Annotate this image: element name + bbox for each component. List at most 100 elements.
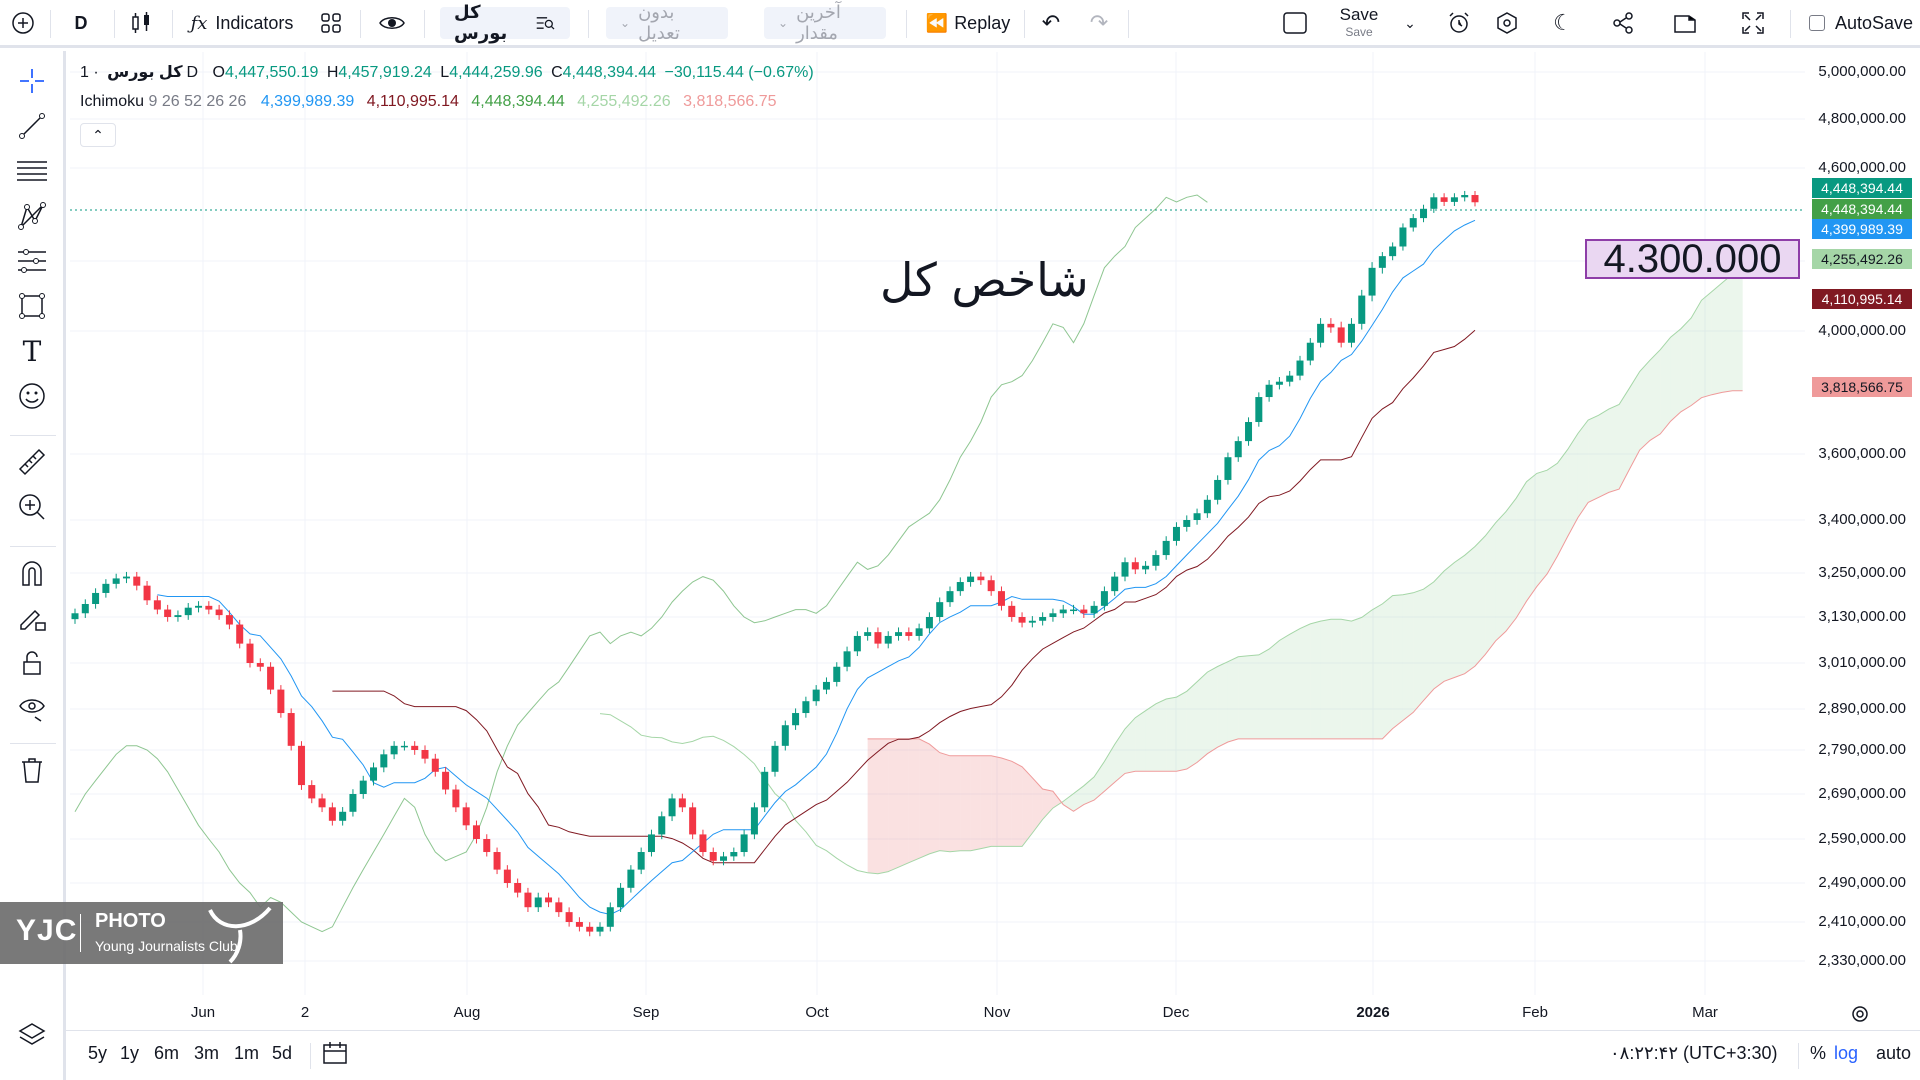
- candle-body: [122, 576, 130, 579]
- cloud-segment: [1258, 649, 1270, 739]
- rectangle-icon[interactable]: [14, 288, 50, 324]
- save-sublabel: Save: [1345, 25, 1373, 39]
- range-6m[interactable]: 6m: [154, 1043, 180, 1063]
- candle-body: [1368, 267, 1376, 296]
- cloud-segment: [1310, 621, 1321, 739]
- fib-lines-icon[interactable]: [14, 153, 50, 189]
- candle-body: [1172, 526, 1180, 541]
- gear-icon[interactable]: [1850, 1004, 1870, 1029]
- yjc-watermark: YJC PHOTO Young Journalists Club: [0, 902, 283, 964]
- replay-button[interactable]: ⏪ Replay: [922, 0, 1014, 46]
- span-b-value: 3,818,566.75: [683, 93, 777, 110]
- candle-body: [390, 745, 398, 755]
- forecast-icon[interactable]: [14, 243, 50, 279]
- candle-body: [184, 607, 192, 616]
- cloud-segment: [1361, 609, 1373, 739]
- candle-body: [1100, 591, 1108, 606]
- date-range-icon[interactable]: [322, 1041, 350, 1072]
- candle-body: [1049, 613, 1057, 617]
- plus-icon[interactable]: [8, 0, 38, 46]
- share-icon[interactable]: [1608, 0, 1638, 46]
- interval-button[interactable]: D: [74, 12, 88, 33]
- crosshair-icon[interactable]: [14, 63, 50, 99]
- pencil-lock-icon[interactable]: [14, 600, 50, 636]
- indicators-button[interactable]: ƒx Indicators: [186, 0, 298, 46]
- candle-body: [689, 807, 697, 835]
- cloud-segment: [929, 744, 940, 854]
- layers-icon[interactable]: [14, 1017, 50, 1053]
- cloud-segment: [1052, 791, 1064, 809]
- snapshot-icon[interactable]: [1670, 0, 1700, 46]
- collapse-legend-button[interactable]: ⌃: [80, 123, 116, 147]
- range-1m[interactable]: 1m: [234, 1043, 260, 1063]
- log-toggle[interactable]: log: [1834, 1043, 1859, 1063]
- settings-hex-icon[interactable]: [1492, 0, 1522, 46]
- moon-icon[interactable]: ☾: [1553, 10, 1573, 35]
- range-5y[interactable]: 5y: [88, 1043, 108, 1063]
- auto-toggle[interactable]: auto: [1876, 1043, 1912, 1063]
- undo-icon[interactable]: ↶: [1041, 10, 1061, 35]
- price-badge: 4,448,394.44: [1812, 199, 1912, 219]
- redo-icon[interactable]: ↷: [1089, 10, 1109, 35]
- range-5d[interactable]: 5d: [272, 1043, 293, 1063]
- ruler-icon[interactable]: [14, 444, 50, 480]
- emoji-icon[interactable]: [14, 378, 50, 414]
- layout-square-icon[interactable]: [1280, 0, 1310, 46]
- chevron-down-icon[interactable]: ⌄: [1404, 14, 1416, 31]
- time-tick-label: Jun: [190, 1004, 216, 1021]
- cloud-segment: [919, 738, 930, 859]
- zoom-in-icon[interactable]: [14, 489, 50, 525]
- candle-body: [802, 701, 810, 714]
- time-tick-label: Nov: [983, 1004, 1011, 1021]
- cloud-segment: [960, 755, 971, 851]
- span-a-value: 4,255,492.26: [577, 93, 671, 110]
- trend-line-icon[interactable]: [14, 108, 50, 144]
- candle-body: [874, 632, 882, 644]
- price-tick-label: 2,410,000.00: [1818, 913, 1906, 930]
- eye-hide-icon[interactable]: [14, 690, 50, 726]
- pattern-icon[interactable]: [14, 198, 50, 234]
- eye-icon[interactable]: [374, 0, 410, 46]
- candle-body: [411, 745, 419, 750]
- candle-body: [287, 713, 295, 746]
- cloud-segment: [1372, 603, 1383, 739]
- legend-h-label: H: [326, 64, 339, 81]
- candle-body: [956, 582, 964, 592]
- magnet-icon[interactable]: [14, 555, 50, 591]
- lock-icon[interactable]: [14, 645, 50, 681]
- symbol-legend[interactable]: کل بورس · 1D O4,447,550.19 H4,457,919.24…: [80, 64, 814, 81]
- candle-body: [699, 834, 707, 853]
- candle-body: [977, 576, 985, 581]
- range-3m[interactable]: 3m: [194, 1043, 220, 1063]
- candle-body: [750, 807, 758, 835]
- candle-body: [1306, 342, 1314, 361]
- clock-time[interactable]: ۰۸:۲۲:۴۲ (UTC+3:30): [1610, 1043, 1778, 1063]
- candle-body: [483, 839, 491, 853]
- candle-body: [678, 798, 686, 808]
- candle-body: [1080, 609, 1088, 614]
- indicator-legend[interactable]: Ichimoku 9 26 52 26 26 4,399,989.39 4,11…: [80, 93, 777, 111]
- price-badge: 4,255,492.26: [1812, 249, 1912, 269]
- span-b-line: [867, 390, 1743, 812]
- percent-toggle[interactable]: %: [1810, 1043, 1827, 1063]
- cloud-segment: [1608, 404, 1620, 493]
- cloud-segment: [1227, 656, 1239, 743]
- adjustment-dropdown[interactable]: ⌄ بدون تعدیل: [606, 2, 728, 43]
- symbol-search-button[interactable]: کل بورس: [440, 2, 570, 43]
- save-button[interactable]: Save Save: [1326, 0, 1392, 46]
- candles-icon[interactable]: [126, 0, 156, 46]
- last-value-dropdown[interactable]: ⌄ آخرین مقدار: [764, 2, 886, 43]
- candle-body: [1234, 441, 1242, 458]
- layout-grid-icon[interactable]: [316, 0, 346, 46]
- yjc-logo-icon: [208, 906, 272, 964]
- range-1y[interactable]: 1y: [120, 1043, 140, 1063]
- alert-clock-icon[interactable]: [1444, 0, 1474, 46]
- candle-body: [617, 887, 625, 908]
- cloud-segment: [1217, 661, 1228, 748]
- fullscreen-icon[interactable]: [1738, 0, 1768, 46]
- search-icon: [536, 17, 555, 30]
- autosave-toggle[interactable]: AutoSave: [1806, 0, 1916, 46]
- trash-icon[interactable]: [14, 752, 50, 788]
- text-icon[interactable]: T: [22, 334, 42, 368]
